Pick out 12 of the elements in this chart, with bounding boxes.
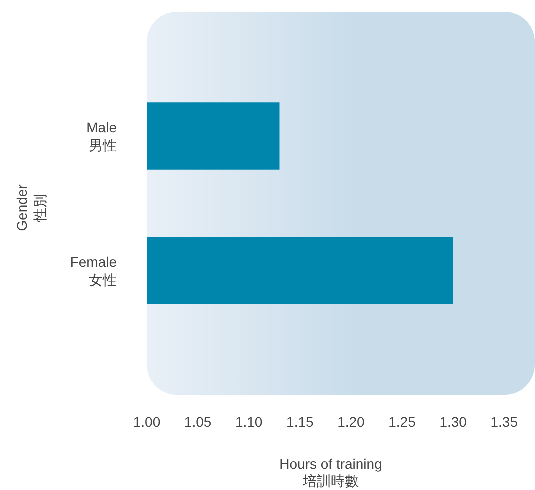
x-tick-label: 1.25 [388,414,416,430]
x-tick-label: 1.05 [184,414,212,430]
x-tick-label: 1.00 [133,414,161,430]
y-axis-title: Gender 性別 [14,184,48,232]
x-axis-title: Hours of training 培訓時數 [280,456,382,489]
x-tick-label: 1.15 [286,414,314,430]
y-tick-label: Female 女性 [70,254,118,288]
x-tick-label: 1.35 [490,414,518,430]
y-tick-label: Male 男性 [86,119,118,154]
x-tick-label: 1.20 [338,414,366,430]
x-tick-label: 1.10 [235,414,263,430]
x-tick-label: 1.30 [440,414,468,430]
